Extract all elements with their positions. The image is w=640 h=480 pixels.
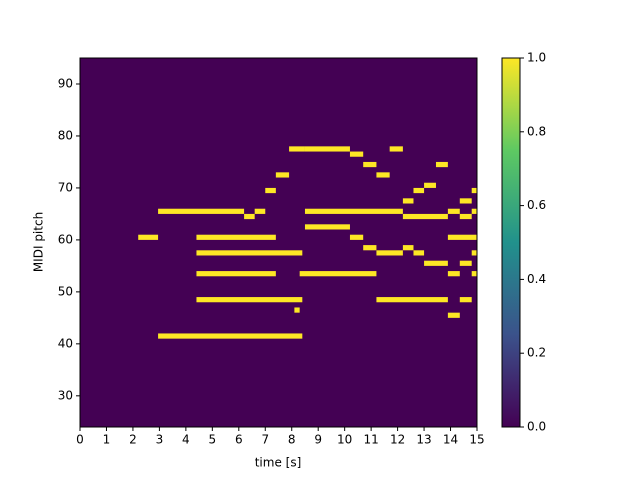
note [138,234,159,240]
note [349,234,364,240]
y-tick-label: 30 [58,388,73,402]
plot-background [80,58,477,427]
colorbar-tick-label: 0.6 [527,198,546,212]
note [424,182,436,188]
x-tick-label: 9 [314,433,322,447]
note [389,146,403,152]
note [304,146,350,152]
y-tick-label: 70 [58,180,73,194]
note [459,297,472,303]
colorbar-tick-label: 1.0 [527,51,546,65]
note [413,187,425,194]
note [376,297,448,303]
x-tick-label: 8 [288,433,296,447]
note [402,198,414,204]
note [376,172,390,178]
colorbar [501,57,521,428]
x-tick-label: 11 [363,433,378,447]
note [363,245,377,251]
note [471,187,477,194]
note [459,198,472,204]
note [447,271,460,277]
note [158,208,245,214]
note [459,260,472,266]
x-tick-label: 5 [209,433,217,447]
note [413,250,425,256]
note [471,271,477,277]
note [447,234,477,240]
note [435,161,448,168]
note [275,172,290,178]
note [459,213,472,220]
y-tick-label: 90 [58,76,73,90]
x-tick-label: 15 [469,433,484,447]
note [294,307,300,313]
colorbar-tick-label: 0.8 [527,124,546,138]
note [349,151,364,157]
y-tick-label: 50 [58,284,73,298]
plot-frame [79,57,478,428]
x-tick-label: 2 [129,433,137,447]
x-tick-label: 4 [182,433,190,447]
note [196,250,303,256]
x-tick-label: 3 [156,433,164,447]
y-tick-label: 80 [58,128,73,142]
note [196,271,276,277]
note [424,260,448,266]
x-tick-label: 10 [337,433,352,447]
note [304,224,350,230]
y-axis-label: MIDI pitch [32,212,46,272]
colorbar-tick-label: 0.0 [527,420,546,434]
y-tick-label: 40 [58,336,73,350]
note [376,250,403,256]
note [471,208,477,214]
colorbar-tick-label: 0.2 [527,346,546,360]
x-tick-label: 12 [390,433,405,447]
note [304,208,403,214]
colorbar-tick-label: 0.4 [527,272,546,286]
x-tick-label: 0 [76,433,84,447]
note [265,187,276,194]
x-tick-label: 14 [443,433,458,447]
note [196,297,303,303]
note [244,213,255,220]
note [254,208,266,214]
note [363,161,377,168]
note [196,234,276,240]
note [447,208,460,214]
x-tick-label: 7 [261,433,269,447]
note [289,146,305,152]
x-axis-label: time [s] [255,456,302,470]
note [299,271,377,277]
x-tick-label: 13 [416,433,431,447]
note [471,250,477,256]
x-tick-label: 1 [103,433,111,447]
note [402,245,414,251]
note [402,213,448,220]
note [447,312,460,318]
note [158,333,303,339]
y-tick-label: 60 [58,232,73,246]
x-tick-label: 6 [235,433,243,447]
